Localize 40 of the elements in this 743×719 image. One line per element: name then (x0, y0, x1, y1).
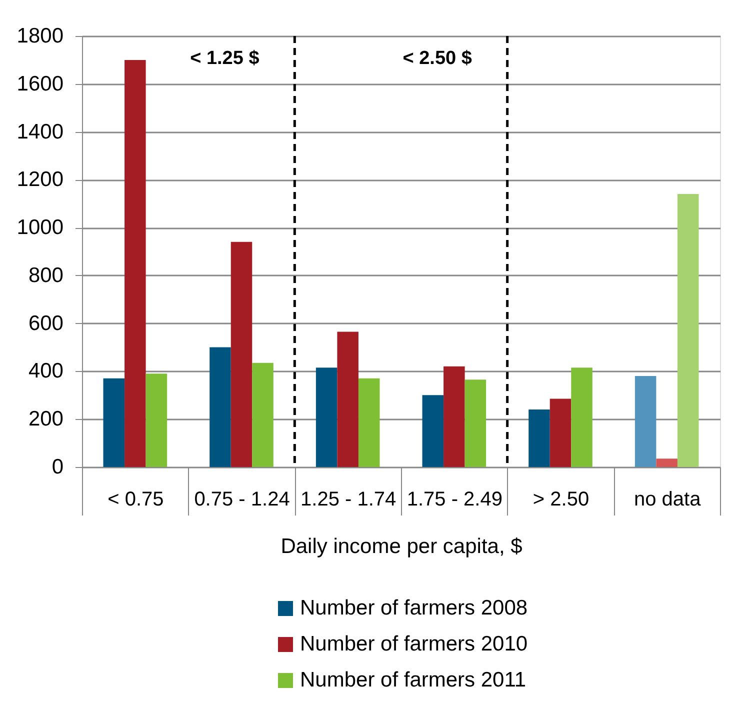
bar (252, 362, 274, 467)
bar (210, 347, 231, 467)
legend-label: Number of farmers 2011 (300, 668, 526, 692)
bar (316, 368, 338, 467)
y-tick-label: 200 (28, 408, 64, 431)
bar (571, 368, 592, 467)
y-tick-label: 400 (28, 360, 64, 383)
y-tick-label: 1600 (16, 72, 64, 96)
annotation: < 2.50 $ (402, 48, 472, 69)
x-tick-label: 0.75 - 1.24 (194, 488, 290, 510)
y-tick-label: 600 (28, 312, 64, 335)
bar (444, 366, 465, 467)
y-tick-label: 0 (52, 456, 64, 478)
bar (528, 410, 550, 467)
bar (146, 374, 168, 467)
bar (103, 378, 125, 467)
y-tick-label: 1800 (16, 24, 64, 48)
x-tick-label: > 2.50 (532, 488, 590, 510)
x-tick-label: 1.75 - 2.49 (406, 488, 502, 510)
bar (550, 398, 572, 467)
bar (358, 378, 380, 467)
x-tick-label: < 0.75 (108, 488, 164, 510)
bar (634, 376, 656, 467)
bar (464, 380, 486, 467)
y-tick-label: 1200 (16, 168, 64, 192)
x-axis-title: Daily income per capita, $ (280, 535, 523, 558)
bar (656, 458, 678, 467)
legend-label: Number of farmers 2010 (300, 632, 528, 656)
annotation: < 1.25 $ (190, 48, 260, 69)
bar (677, 194, 699, 467)
bar (124, 60, 146, 467)
legend-label: Number of farmers 2008 (300, 596, 528, 620)
x-tick-label: 1.25 - 1.74 (300, 488, 396, 510)
bar (337, 332, 358, 467)
y-tick-label: 800 (28, 264, 64, 287)
y-tick-label: 1400 (16, 120, 64, 144)
y-tick-label: 1000 (16, 216, 64, 240)
bar (230, 242, 252, 467)
x-tick-label: no data (634, 488, 702, 510)
bar (422, 395, 444, 467)
